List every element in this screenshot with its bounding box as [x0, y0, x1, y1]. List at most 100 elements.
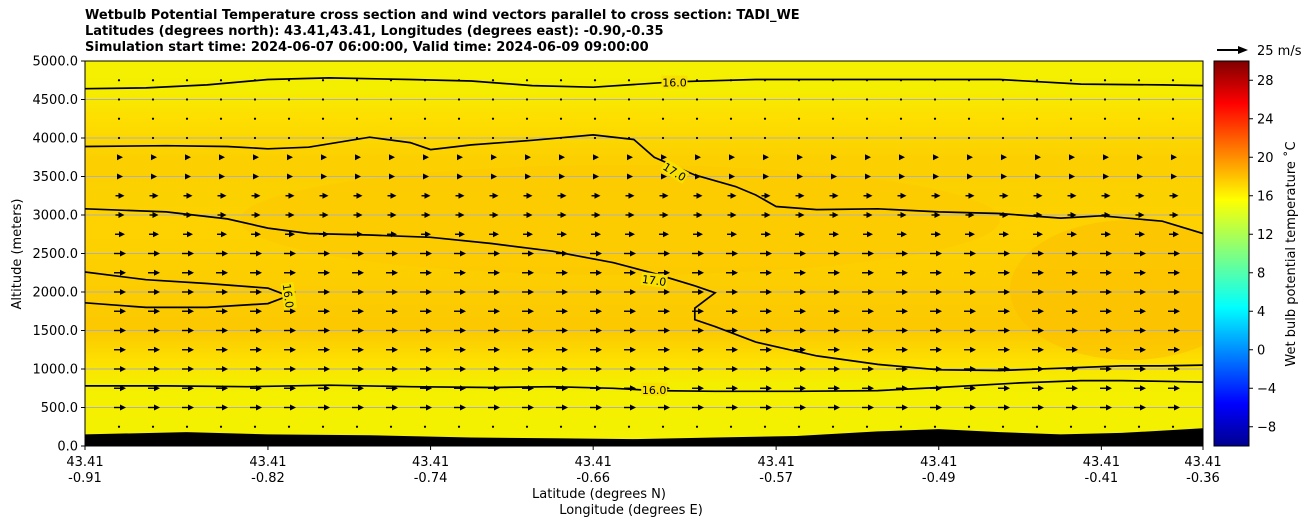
- wind-vector: [1134, 366, 1146, 372]
- wind-vector-head: [1072, 327, 1078, 334]
- wind-vector: [386, 346, 398, 353]
- wind-vector-head: [120, 308, 126, 315]
- terrain: [85, 428, 1203, 446]
- wind-vector: [253, 154, 259, 161]
- wind-vector: [965, 231, 975, 238]
- wind-vector-head: [1003, 231, 1009, 238]
- x-tick-label-lon: -0.49: [922, 471, 956, 486]
- wind-vector: [658, 250, 670, 257]
- wind-vector: [185, 79, 189, 82]
- wind-vector-head: [766, 404, 772, 411]
- wind-vector: [933, 98, 937, 101]
- wind-vector-head: [290, 269, 296, 276]
- wind-vector-head: [220, 212, 227, 218]
- wind-vector: [1168, 346, 1180, 353]
- wind-vector: [899, 425, 903, 428]
- wind-vector: [287, 136, 291, 140]
- wind-vector-head: [492, 212, 499, 218]
- wind-vector-head: [902, 250, 908, 257]
- wind-vector: [353, 212, 363, 218]
- wind-vector-head: [1106, 366, 1112, 372]
- wind-vector-head: [1035, 154, 1041, 161]
- wind-vector: [726, 404, 738, 411]
- x-tick-label-lon: -0.36: [1186, 471, 1220, 486]
- wind-vector-head: [1171, 173, 1177, 180]
- wind-vector-head: [460, 404, 466, 411]
- wind-vector-head: [1072, 250, 1078, 257]
- wind-vector-head: [697, 231, 703, 238]
- wind-vector: [1103, 79, 1107, 82]
- wind-vector: [591, 192, 601, 199]
- wind-vector-head: [593, 173, 599, 180]
- wind-vector: [726, 250, 738, 257]
- wind-vector-head: [936, 250, 942, 257]
- wind-vector: [897, 212, 907, 218]
- wind-vector-head: [630, 404, 636, 411]
- wind-vector: [1134, 269, 1146, 276]
- wind-vector: [420, 269, 432, 276]
- wind-vector: [321, 173, 327, 180]
- wind-vector-head: [356, 192, 363, 199]
- wind-vector-head: [220, 192, 227, 199]
- wind-vector: [933, 136, 937, 140]
- wind-vector-head: [426, 289, 432, 295]
- wind-vector-head: [256, 327, 262, 334]
- wind-vector-head: [766, 346, 772, 353]
- wind-vector-head: [1069, 154, 1075, 161]
- wind-vector-head: [698, 327, 704, 334]
- wind-vector: [794, 308, 806, 315]
- wind-vector: [556, 269, 568, 276]
- wind-vector: [420, 404, 432, 411]
- wind-vector-head: [1072, 269, 1078, 276]
- wind-vector-head: [1106, 308, 1112, 315]
- wind-vector: [794, 385, 806, 392]
- wind-vector: [933, 425, 937, 428]
- wind-vector: [1032, 385, 1044, 392]
- wind-vector-head: [698, 308, 704, 315]
- wind-vector: [794, 289, 806, 295]
- y-tick-label: 500.0: [41, 401, 78, 416]
- wind-vector: [760, 250, 772, 257]
- wind-vector-head: [528, 404, 534, 411]
- wind-vector: [865, 425, 869, 428]
- wind-vector: [760, 366, 772, 372]
- wind-vector: [658, 327, 670, 334]
- wind-vector-head: [833, 231, 839, 238]
- wind-vector: [593, 98, 597, 101]
- wind-vector: [897, 192, 907, 199]
- wind-vector: [457, 173, 463, 180]
- x-tick-label-lon: -0.91: [68, 471, 102, 486]
- wind-vector: [284, 404, 296, 411]
- wind-vector: [899, 154, 905, 161]
- wind-vector: [216, 289, 228, 295]
- wind-vector: [253, 136, 257, 140]
- wind-vector: [625, 231, 635, 238]
- wind-vector-head: [899, 154, 905, 161]
- wind-vector: [590, 327, 602, 334]
- wind-vector: [1101, 231, 1111, 238]
- wind-vector-head: [1174, 289, 1180, 295]
- wind-vector-head: [491, 173, 497, 180]
- wind-vector: [522, 289, 534, 295]
- wind-vector-head: [222, 366, 228, 372]
- wind-vector: [148, 269, 160, 276]
- wind-vector-head: [970, 250, 976, 257]
- wind-vector: [795, 212, 805, 218]
- wind-vector-head: [324, 346, 330, 353]
- wind-vector: [352, 250, 364, 257]
- wind-vector: [1069, 173, 1075, 180]
- wind-vector-head: [154, 250, 160, 257]
- wind-vector: [763, 425, 767, 428]
- wind-vector-head: [594, 192, 601, 199]
- wind-vector-head: [1038, 269, 1044, 276]
- y-tick-label: 1000.0: [33, 363, 79, 378]
- wind-vector: [182, 327, 194, 334]
- wind-vector-head: [222, 269, 228, 276]
- wind-vector-head: [664, 289, 670, 295]
- wind-vector-head: [936, 404, 942, 411]
- wind-vector-head: [288, 212, 295, 218]
- wind-vector: [1100, 308, 1112, 315]
- wind-vector: [355, 98, 359, 101]
- wind-vector: [219, 173, 225, 180]
- wind-vector: [726, 308, 738, 315]
